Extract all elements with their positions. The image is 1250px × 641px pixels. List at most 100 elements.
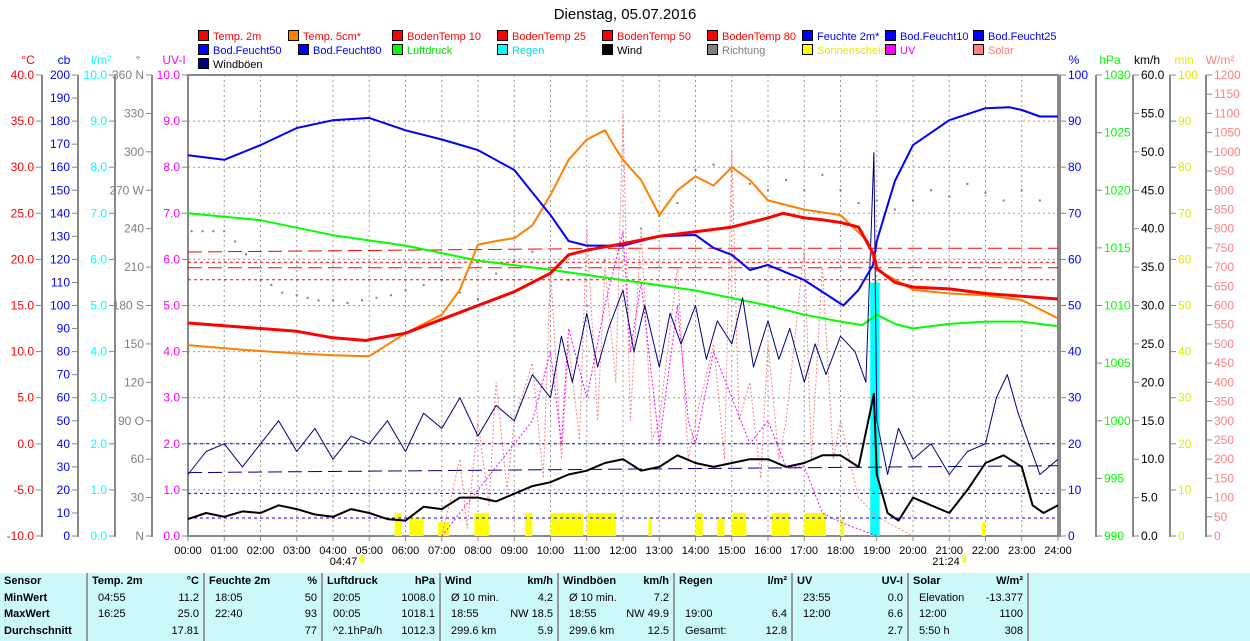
axis-tick-label: 50 <box>1068 299 1082 313</box>
legend-label: Solar <box>988 45 1014 57</box>
axis-tick-label: 40 <box>1068 345 1082 359</box>
axis-tick-label: 25.0 <box>11 206 35 220</box>
wind-direction-dot <box>930 189 933 192</box>
axis-tick-label: 70 <box>57 368 71 382</box>
wind-direction-dot <box>212 230 215 233</box>
axis-tick-label: 1150 <box>1214 87 1240 101</box>
sunshine-bar <box>731 512 747 536</box>
sunshine-bar <box>525 512 533 536</box>
axis-tick-label: 50 <box>57 414 71 428</box>
axis-tick-label: 110 <box>51 275 70 289</box>
axis-tick-label: 950 <box>1214 164 1234 178</box>
table-cell: ^2.1hPa/h <box>333 624 383 637</box>
axis-tick-label: 20.0 <box>11 252 35 266</box>
table-cell: 12:00 <box>919 608 947 620</box>
axis-tick-label: 800 <box>1214 222 1234 236</box>
table-cell: 12:00 <box>803 608 831 620</box>
legend-swatch <box>497 30 508 41</box>
axis-tick-label: 1050 <box>1214 126 1241 140</box>
table-column: Windböen km/h Ø 10 min. 7.2 18:55 NW 49.9 299.… <box>559 573 675 641</box>
table-column: Temp. 2m °C 04:55 11.2 16:25 25.0 17.81 <box>88 573 205 641</box>
legend-label: Wind <box>617 45 643 57</box>
legend-label: Feuchte 2m* <box>817 31 880 43</box>
axis-tick-label: 40 <box>1178 345 1192 359</box>
axis-tick-label: 10 <box>1068 483 1082 497</box>
axis-tick-label: 7.0 <box>163 206 180 220</box>
column-unit: °C <box>186 575 199 587</box>
x-axis-tick-label: 07:00 <box>428 545 456 557</box>
table-cell: 6.6 <box>887 608 903 620</box>
table-cell: 18:55 <box>451 608 479 620</box>
axis-tick-label: 330 <box>124 106 144 120</box>
axis-wind: 60.0 55.0 50.0 45.0 40.0 35.0 30.0 25.0 20.0 15.0… <box>1132 53 1165 543</box>
axis-tick-label: 40.0 <box>11 68 35 82</box>
axis-tick-label: 990 <box>1104 529 1124 543</box>
axis-tick-label: 1010 <box>1104 299 1131 313</box>
table-cell: 2.7 <box>887 624 903 637</box>
wind-direction-dot <box>245 253 247 256</box>
legend-swatch <box>973 44 984 55</box>
axis-unit-label: min <box>1174 53 1193 67</box>
wind-direction-dot <box>821 173 824 176</box>
sunshine-bar <box>394 512 402 536</box>
axis-tick-label: 30 <box>57 460 71 474</box>
table-column: Wind km/h Ø 10 min. 4.2 18:55 NW 18.5 299.6 km… <box>441 573 559 641</box>
wind-direction-dot <box>875 199 878 202</box>
legend-item: Wind <box>602 44 642 57</box>
wind-direction-dot <box>317 299 320 302</box>
x-axis-tick-label: 03:00 <box>283 545 311 557</box>
x-axis-tick-label: 20:00 <box>899 545 927 557</box>
axis-tick-label: 1025 <box>1104 126 1131 140</box>
axis-tick-label: 30 <box>1068 391 1082 405</box>
axis-tick-label: 5.0 <box>90 299 107 313</box>
x-axis-tick-label: 24:00 <box>1044 545 1072 557</box>
table-cell: 4.2 <box>537 591 553 604</box>
wind-direction-dot <box>603 259 606 262</box>
series-solar <box>441 112 914 537</box>
sunrise-marker <box>360 555 364 563</box>
legend-label: Sonnenschein <box>817 45 887 57</box>
legend-item: Bod.Feucht80 <box>298 44 382 57</box>
sunshine-bar <box>409 517 424 536</box>
column-header: Luftdruck <box>327 575 378 587</box>
sunshine-bar <box>840 517 845 536</box>
table-cell: NW 49.9 <box>626 608 669 620</box>
axis-tick-label: 30 <box>131 491 145 505</box>
table-column: Feuchte 2m% 18:05 50 22:40 93 77 <box>205 573 323 641</box>
sunshine-bar <box>550 512 584 536</box>
axis-temp: 40.0 35.0 30.0 25.0 20.0 15.0 10.0 5.0 0.0 -5.0 -1… <box>7 53 43 543</box>
table-column: Solar W/m² Elevation -13.377 12:00 1100 5:50 h… <box>909 573 1029 641</box>
axis-tick-label: 600 <box>1214 299 1234 313</box>
axis-press: 1030 1025 1020 1015 1010 1005 1000 995 990 hPa <box>1095 53 1131 543</box>
axis-tick-label: 30.0 <box>11 160 35 174</box>
axis-tick-label: 6.0 <box>90 252 107 266</box>
axis-tick-label: -5.0 <box>13 483 34 497</box>
axis-tick-label: 650 <box>1214 279 1234 293</box>
table-cell: 19:00 <box>685 608 713 620</box>
legend-label: BodenTemp 50 <box>617 31 691 43</box>
wind-direction-dot <box>531 250 534 253</box>
legend-item: Solar <box>973 44 1014 57</box>
table-cell: 299.6 km <box>569 624 615 637</box>
axis-tick-label: 6.0 <box>163 252 180 266</box>
axis-tick-label: 25.0 <box>1141 337 1165 351</box>
axis-tick-label: 20 <box>1178 437 1192 451</box>
axis-tick-label: 1100 <box>1214 106 1240 120</box>
axis-tick-label: 0 <box>1178 529 1185 543</box>
column-header: UV <box>797 575 813 587</box>
axis-tick-label: 100 <box>1178 68 1198 82</box>
row-label: MaxWert <box>4 608 50 620</box>
axis-rain: 10.0 9.0 8.0 7.0 6.0 5.0 4.0 3.0 2.0 1.0 0.0 l/m² <box>84 53 116 543</box>
axis-tick-label: 700 <box>1214 260 1234 274</box>
series-temp-2m <box>187 211 1059 342</box>
axis-tick-label: 40.0 <box>1141 222 1165 236</box>
axis-tick-label: 150 <box>50 183 70 197</box>
column-header: Feuchte 2m <box>209 575 271 587</box>
axis-cb: 2001901801701601501401301201101009080706… <box>50 53 79 543</box>
x-axis-tick-label: 09:00 <box>500 545 528 557</box>
axis-tick-label: 2.0 <box>90 437 107 451</box>
table-cell: 308 <box>1004 624 1023 637</box>
axis-tick-label: 10.0 <box>157 68 181 82</box>
axis-tick-label: 10.0 <box>11 345 35 359</box>
